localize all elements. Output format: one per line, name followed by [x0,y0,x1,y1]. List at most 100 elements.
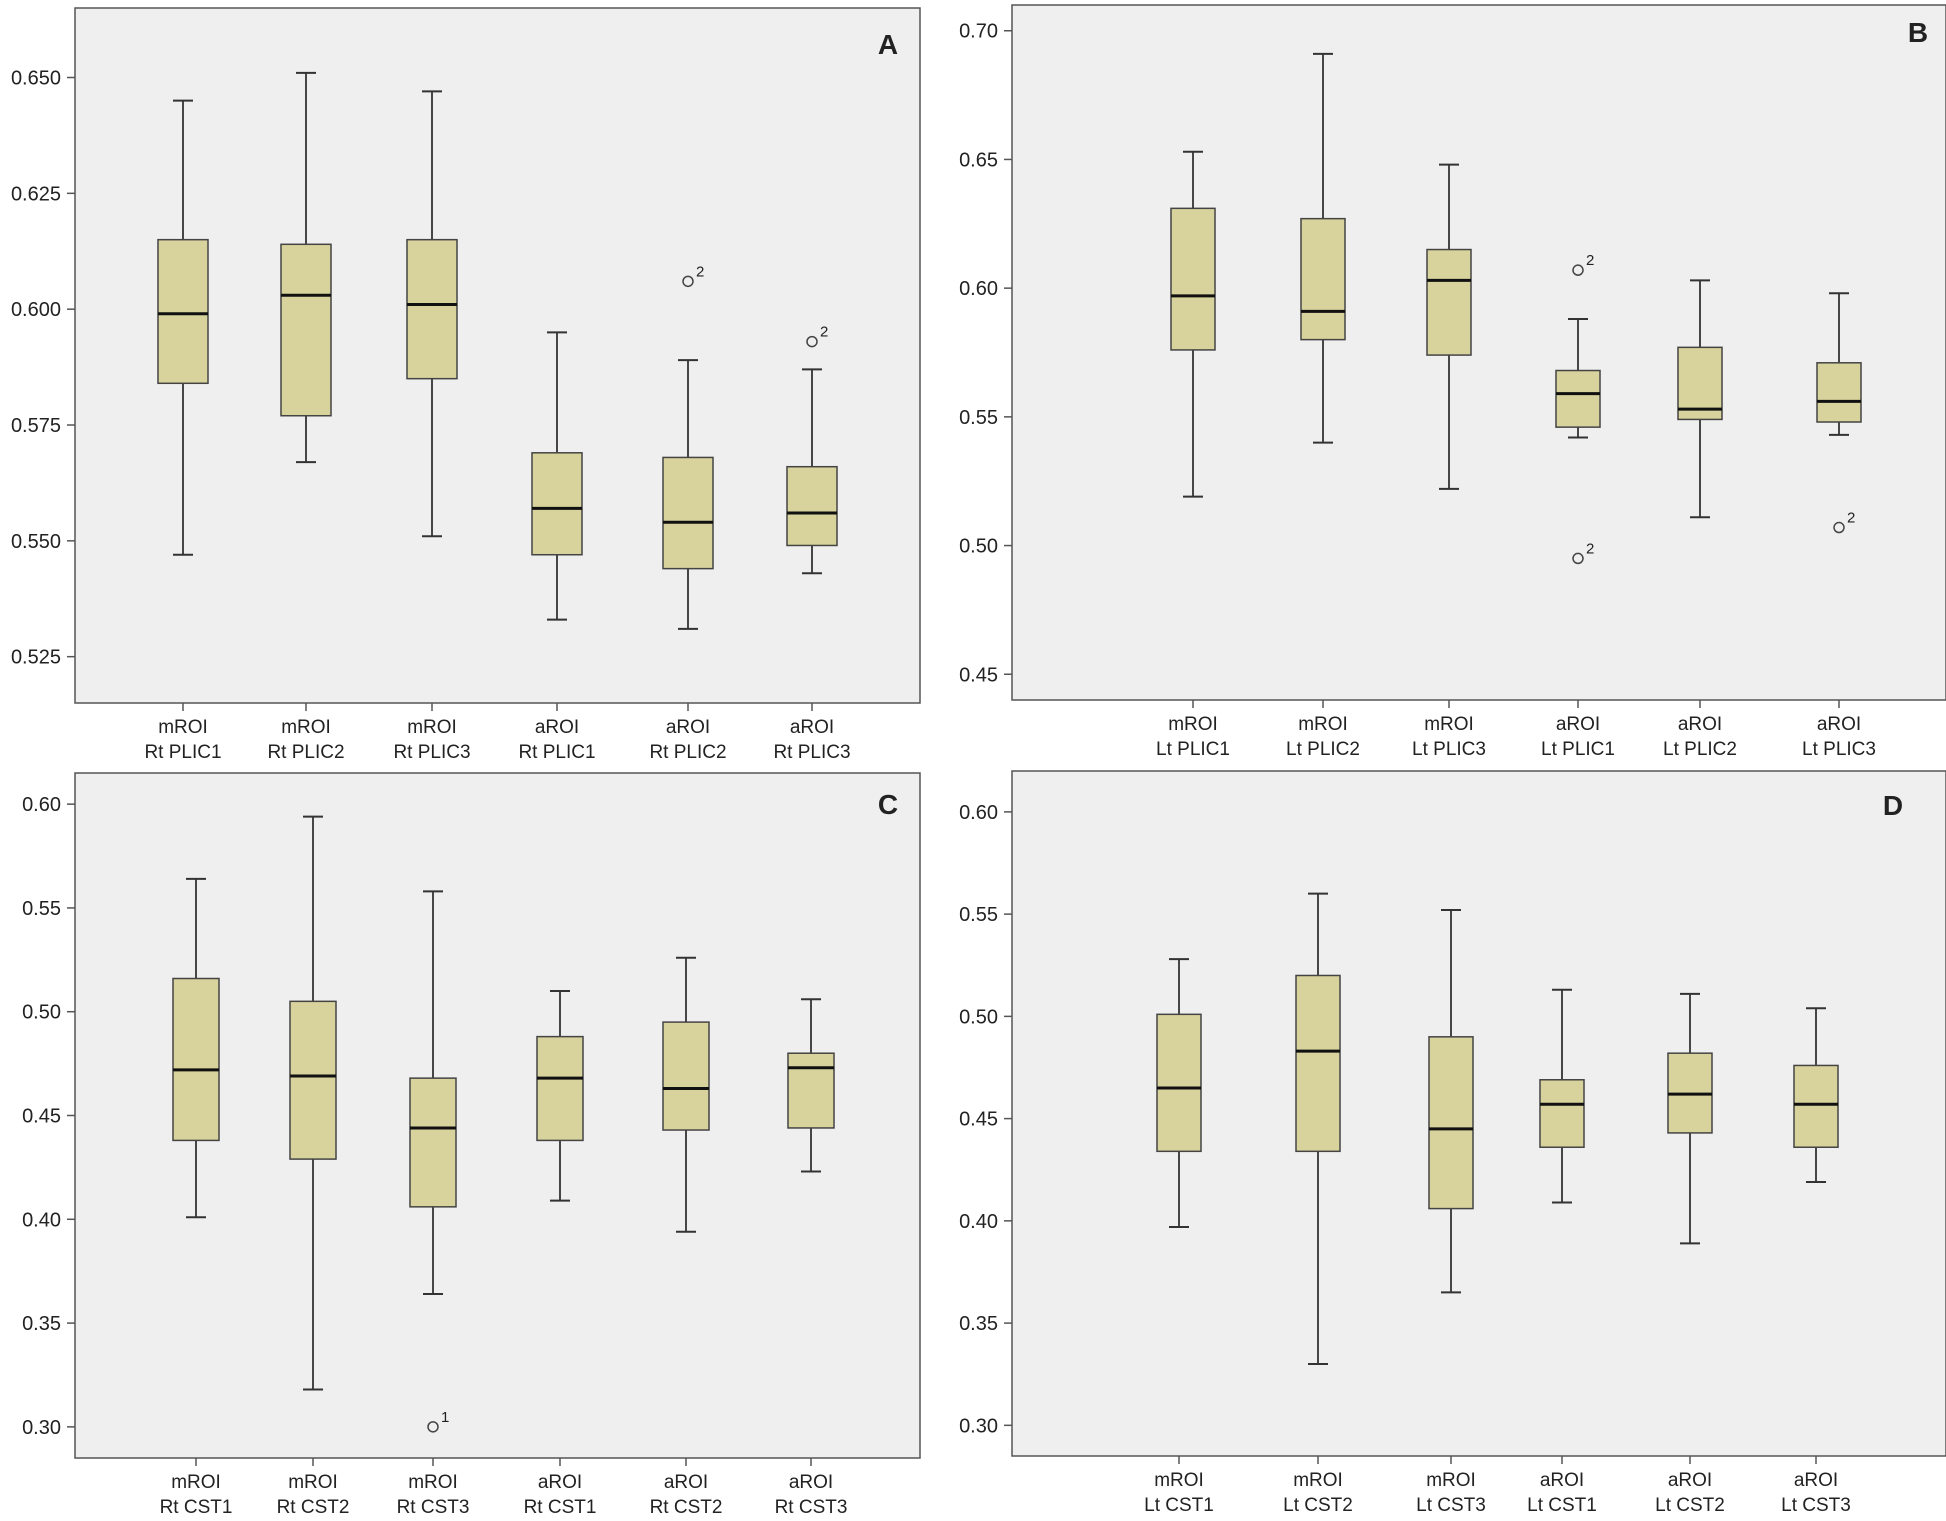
y-tick-label: 0.650 [11,68,61,90]
x-tick-label-line1: mROI [158,717,208,738]
y-tick-label: 0.30 [22,1417,61,1439]
outlier-point [682,275,694,288]
x-tick-label-line1: aROI [666,717,710,738]
x-tick-label-line2: Lt PLIC2 [1286,739,1360,760]
y-tick-label: 0.30 [959,1415,998,1437]
box-iqr [280,243,332,417]
x-tick-label-line1: aROI [1794,1470,1838,1491]
y-tick-label: 0.50 [959,536,998,558]
y-tick-label: 0.600 [11,299,61,321]
outlier-point [806,335,818,348]
y-tick-label: 0.70 [959,21,998,43]
x-tick-label-line2: Rt CST2 [277,1497,350,1518]
outlier-label: 2 [1847,510,1855,527]
x-tick-label-line1: aROI [1556,714,1600,735]
y-tick-label: 0.35 [959,1313,998,1335]
x-tick-label-line1: aROI [1668,1470,1712,1491]
x-tick-label-line2: Lt PLIC2 [1663,739,1737,760]
box-iqr [172,977,220,1142]
x-tick-label-line2: Lt PLIC3 [1802,739,1876,760]
panel-b: B 0.45 0.50 0.55 0.60 0.65 0.70 mROI Lt PLIC1 mRO… [959,4,1946,760]
x-tick-label-line1: mROI [1154,1470,1204,1491]
box-iqr [662,1021,710,1131]
y-tick-label: 0.550 [11,531,61,553]
box-iqr [1793,1064,1839,1148]
y-tick-label: 0.45 [22,1106,61,1128]
box-iqr [1428,1036,1474,1210]
x-tick-label-line1: mROI [1426,1470,1476,1491]
x-tick-label-line2: Rt CST3 [775,1497,848,1518]
x-tick-label-line1: aROI [664,1472,708,1493]
outlier-point [427,1421,439,1433]
y-tick-label: 0.65 [959,149,998,171]
x-tick-label-line2: Rt PLIC1 [518,742,595,763]
panel-label: B [1908,17,1928,48]
x-tick-label-line2: Rt CST1 [524,1497,597,1518]
y-tick-label: 0.60 [959,278,998,300]
panel-label: C [878,789,898,820]
box-iqr [1539,1079,1585,1148]
outlier-point [1833,521,1845,534]
y-tick-label: 0.575 [11,415,61,437]
x-tick-label-line2: Lt CST2 [1655,1495,1725,1516]
x-tick-label-line2: Lt PLIC1 [1541,739,1615,760]
plot-area [74,772,921,1459]
y-tick-label: 0.45 [959,1109,998,1131]
box-iqr [1295,974,1341,1153]
box-iqr [531,452,583,556]
x-tick-label-line1: aROI [538,1472,582,1493]
x-tick-label-line2: Lt CST1 [1144,1495,1214,1516]
box-iqr [406,238,458,380]
x-tick-label-line1: mROI [1168,714,1218,735]
x-tick-label-line1: mROI [407,717,457,738]
plot-area [1011,4,1946,701]
panel-d: D 0.30 0.35 0.40 0.45 0.50 0.55 0.60 mROI Lt CST1… [959,770,1946,1516]
panel-label: A [878,29,898,60]
box-iqr [787,1052,835,1129]
x-tick-label-line2: Lt CST2 [1283,1495,1353,1516]
x-tick-label-line2: Lt CST3 [1416,1495,1486,1516]
x-tick-label-line2: Rt CST2 [650,1497,723,1518]
x-tick-label-line2: Rt PLIC3 [393,742,470,763]
x-tick-label-line2: Rt PLIC2 [649,742,726,763]
x-tick-label-line2: Lt CST1 [1527,1495,1597,1516]
outlier-point [1572,264,1584,276]
outlier-label: 2 [1586,540,1594,557]
x-tick-label-line1: aROI [535,717,579,738]
y-tick-label: 0.55 [959,904,998,926]
y-tick-label: 0.55 [959,407,998,429]
box-iqr [1816,362,1862,423]
box-iqr [1156,1013,1202,1153]
box-iqr [1170,207,1216,351]
panel-label: D [1883,790,1903,821]
x-tick-label-line2: Rt CST3 [397,1497,470,1518]
box-iqr [1426,248,1472,356]
y-tick-label: 0.45 [959,664,998,686]
x-tick-label-line2: Lt PLIC1 [1156,739,1230,760]
x-tick-label-line2: Lt PLIC3 [1412,739,1486,760]
x-tick-label-line2: Rt PLIC1 [144,742,221,763]
x-tick-label-line1: aROI [1817,714,1861,735]
y-tick-label: 0.55 [22,898,61,920]
x-tick-label-line1: mROI [408,1472,458,1493]
box-iqr [1300,217,1346,341]
y-tick-label: 0.35 [22,1313,61,1335]
x-tick-label-line1: mROI [288,1472,338,1493]
x-tick-label-line1: aROI [790,717,834,738]
box-iqr [1555,369,1601,428]
outlier-label: 2 [820,324,828,341]
x-tick-label-line2: Rt CST1 [160,1497,233,1518]
outlier-label: 2 [696,263,704,280]
x-tick-label-line1: mROI [171,1472,221,1493]
x-tick-label-line1: mROI [1298,714,1348,735]
box-iqr [536,1035,584,1142]
outlier-label: 2 [1586,252,1594,269]
outlier-point [1572,552,1584,565]
x-tick-label-line2: Rt PLIC3 [773,742,850,763]
box-iqr [1677,346,1723,421]
box-iqr [409,1077,457,1208]
panel-a: A 0.525 0.550 0.575 0.600 0.625 0.650 mROI Rt PL… [11,7,921,763]
box-iqr [662,456,714,570]
x-tick-label-line1: aROI [1540,1470,1584,1491]
